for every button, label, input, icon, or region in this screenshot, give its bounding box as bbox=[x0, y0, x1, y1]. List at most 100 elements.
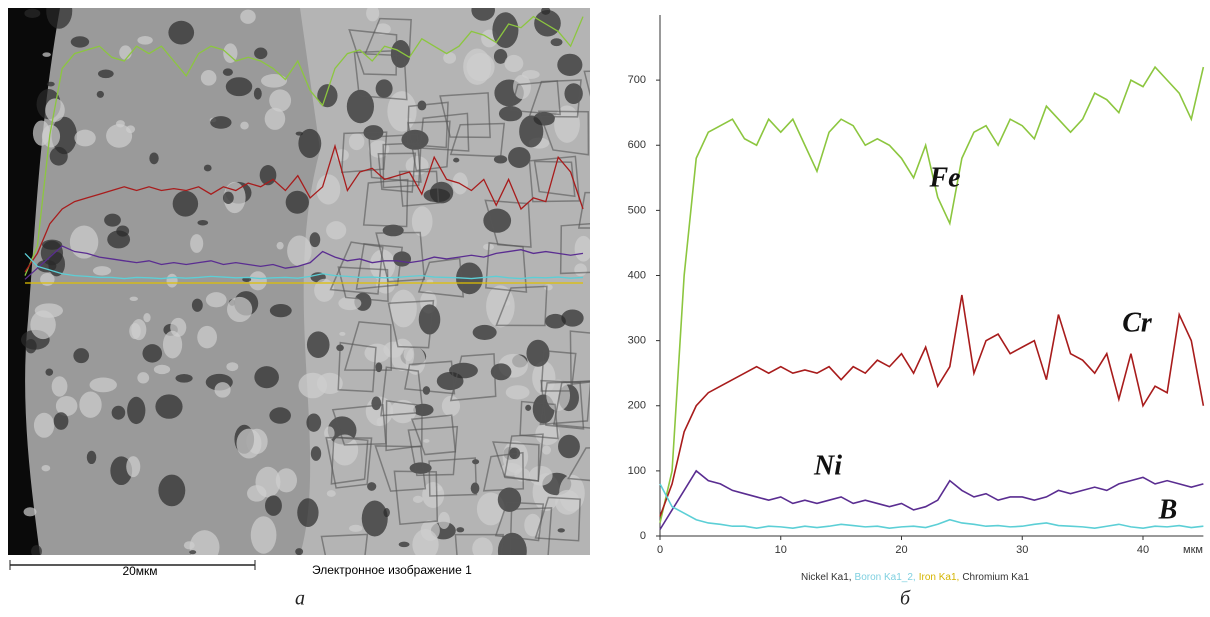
sem-grain bbox=[374, 23, 391, 35]
sem-grain bbox=[70, 36, 90, 48]
sem-grain bbox=[265, 495, 282, 516]
sem-cell bbox=[325, 436, 373, 489]
sem-grain bbox=[126, 125, 136, 134]
sem-grain bbox=[376, 417, 383, 427]
legend: Nickel Ka1, Boron Ka1_2, Iron Ka1, Chromium… bbox=[801, 572, 1029, 583]
sem-grain bbox=[225, 77, 253, 97]
sem-grain bbox=[79, 391, 102, 418]
sem-grain bbox=[423, 439, 430, 443]
sem-grain bbox=[412, 495, 424, 503]
sem-grain bbox=[508, 146, 531, 168]
sem-grain bbox=[338, 296, 362, 311]
sem-cell bbox=[533, 160, 576, 198]
sem-cell bbox=[537, 110, 590, 156]
sem-grain bbox=[191, 298, 203, 312]
sem-grain bbox=[51, 376, 68, 397]
sem-grain bbox=[298, 128, 322, 158]
sem-grain bbox=[45, 368, 54, 376]
sem-cell bbox=[340, 131, 388, 174]
sem-grain bbox=[306, 331, 330, 359]
data-line bbox=[659, 483, 1204, 529]
sem-grain bbox=[310, 446, 322, 461]
sem-cell bbox=[368, 133, 422, 183]
sem-grain bbox=[546, 379, 571, 411]
sem-grain bbox=[226, 296, 253, 323]
sem-grain bbox=[104, 213, 121, 227]
y-tick-label: 500 bbox=[628, 204, 646, 216]
x-tick-label: 20 bbox=[895, 544, 907, 556]
sem-cell bbox=[374, 445, 427, 492]
sem-grain bbox=[528, 465, 553, 486]
sem-grain bbox=[498, 106, 523, 122]
y-tick-label: 0 bbox=[640, 530, 646, 542]
sem-grain bbox=[226, 362, 239, 372]
sem-grain bbox=[550, 38, 563, 47]
sem-grain bbox=[542, 445, 552, 455]
y-tick-label: 600 bbox=[628, 139, 646, 151]
sem-cell bbox=[393, 470, 439, 526]
y-tick-label: 100 bbox=[628, 465, 646, 477]
sem-grain bbox=[203, 164, 212, 172]
y-tick-label: 300 bbox=[628, 335, 646, 347]
sem-grain bbox=[401, 129, 429, 150]
sem-cell bbox=[428, 457, 478, 497]
sem-grain bbox=[155, 394, 183, 419]
sem-cell bbox=[337, 341, 377, 393]
sem-info-bar bbox=[8, 555, 590, 577]
sem-grain bbox=[51, 116, 77, 155]
sem-grain bbox=[190, 234, 204, 253]
sem-cell bbox=[353, 49, 408, 101]
sem-grain bbox=[96, 90, 104, 98]
sem-grain bbox=[189, 530, 220, 555]
sem-grain bbox=[24, 8, 41, 19]
sem-grain bbox=[287, 235, 312, 267]
sem-grain bbox=[183, 541, 195, 550]
sem-cell bbox=[407, 120, 451, 172]
sem-cell bbox=[528, 155, 581, 203]
sem-grain bbox=[422, 481, 445, 509]
sem-grain bbox=[162, 330, 183, 359]
sem-grain bbox=[441, 395, 461, 417]
sem-grain bbox=[254, 47, 268, 60]
sem-grain bbox=[490, 363, 512, 381]
sem-cell bbox=[484, 199, 532, 248]
sem-grain bbox=[131, 319, 147, 341]
sem-cell bbox=[494, 501, 545, 542]
sem-grain bbox=[349, 524, 363, 532]
sem-grain bbox=[574, 235, 590, 262]
sem-grain bbox=[412, 529, 439, 555]
sem-grain bbox=[73, 348, 90, 364]
sem-grain bbox=[222, 191, 234, 204]
sem-grain bbox=[41, 239, 63, 250]
sem-grain bbox=[466, 52, 495, 82]
sem-grain bbox=[317, 84, 338, 108]
sem-grain bbox=[53, 412, 69, 430]
sem-grain bbox=[126, 456, 141, 478]
sem-grain bbox=[107, 230, 131, 249]
sem-cell bbox=[492, 441, 540, 482]
sem-grain bbox=[493, 48, 508, 64]
sem-grain bbox=[158, 474, 186, 507]
sem-grain bbox=[525, 404, 532, 411]
sem-grain bbox=[438, 511, 450, 529]
sem-grain bbox=[97, 69, 114, 79]
overlay-line bbox=[24, 245, 584, 280]
sem-grain bbox=[142, 344, 163, 363]
sem-grain bbox=[197, 325, 217, 349]
sem-grain bbox=[348, 132, 365, 151]
sem-grain bbox=[346, 89, 374, 124]
sem-grain bbox=[149, 152, 159, 165]
sem-grain bbox=[127, 396, 146, 425]
sem-grain bbox=[309, 232, 321, 248]
sem-grain bbox=[69, 225, 99, 259]
sem-grain bbox=[483, 208, 512, 233]
sem-cell bbox=[417, 257, 465, 298]
sem-grain bbox=[326, 490, 336, 497]
sem-grain bbox=[42, 52, 51, 57]
sem-grain bbox=[92, 266, 112, 276]
sem-grain bbox=[264, 107, 286, 130]
sem-grain bbox=[557, 53, 583, 76]
sem-grain bbox=[46, 8, 73, 29]
sem-grain bbox=[223, 43, 238, 64]
sem-grain bbox=[189, 550, 197, 555]
